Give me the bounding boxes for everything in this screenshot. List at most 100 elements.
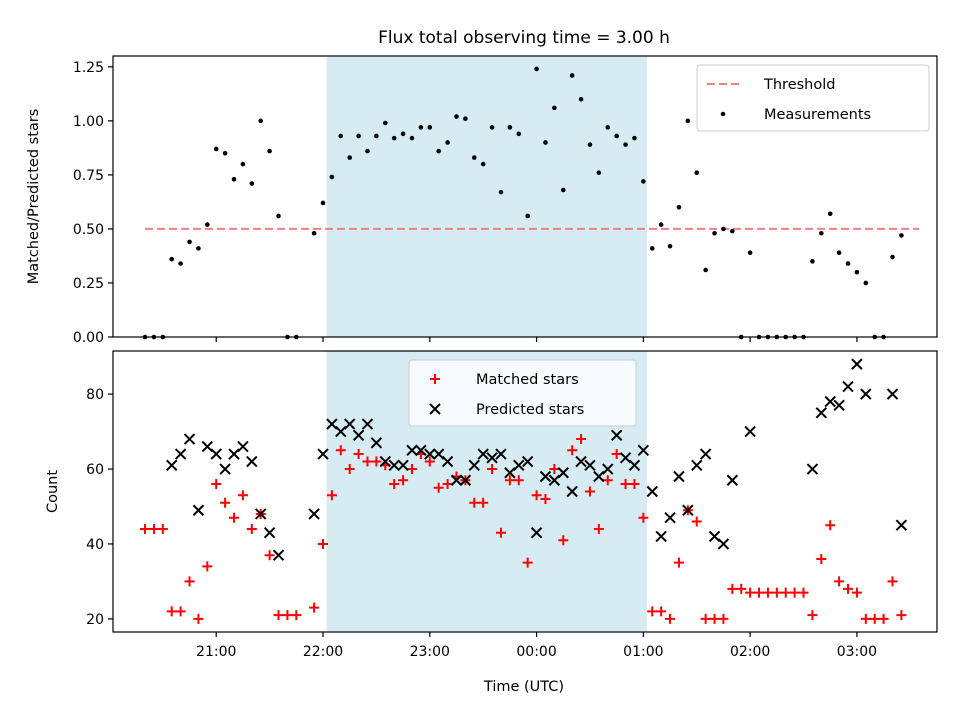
measurement-point xyxy=(382,120,388,126)
measurement-point xyxy=(560,187,566,193)
matched-stars-point xyxy=(754,587,765,598)
measurement-point xyxy=(703,267,708,273)
measurement-point xyxy=(525,213,530,219)
measurement-point xyxy=(596,170,602,176)
matched-stars-point xyxy=(220,497,231,508)
predicted-stars-point xyxy=(673,470,685,483)
plot-frame xyxy=(112,350,938,633)
measurement-point xyxy=(827,211,833,217)
measurement-point xyxy=(276,213,281,219)
predicted-stars-point xyxy=(317,448,329,460)
predicted-stars-point xyxy=(237,440,249,453)
measurement-point xyxy=(649,246,655,251)
measurement-point xyxy=(605,125,611,130)
measurement-point xyxy=(169,256,175,262)
predicted-stars-point xyxy=(851,358,863,370)
matched-stars-point xyxy=(202,561,213,572)
x-axis-label: Time (UTC) xyxy=(483,679,564,695)
matched-stars-point xyxy=(638,512,649,523)
measurement-point xyxy=(454,114,459,119)
measurement-point xyxy=(854,269,860,275)
predicted-stars-point xyxy=(272,549,285,561)
matched-stars-point xyxy=(140,523,151,534)
predicted-stars-point xyxy=(379,455,392,468)
matched-stars-point xyxy=(558,535,569,546)
predicted-stars-point xyxy=(637,444,650,456)
measurement-point xyxy=(498,189,504,195)
matched-stars-point xyxy=(371,456,382,467)
predicted-stars-point xyxy=(352,429,365,442)
matched-stars-point xyxy=(825,520,836,531)
y-tick-label: 0.25 xyxy=(73,276,104,292)
measurement-point xyxy=(347,155,352,160)
predicted-stars-point xyxy=(246,455,258,468)
measurement-point xyxy=(205,222,210,227)
legend-label: Measurements xyxy=(764,107,871,123)
measurement-point xyxy=(569,73,575,78)
measurement-point xyxy=(480,161,486,167)
predicted-stars-point xyxy=(397,459,409,471)
measurement-point xyxy=(249,181,255,186)
y-tick-label: 0.75 xyxy=(73,168,104,184)
predicted-stars-point xyxy=(806,463,819,475)
measurement-point xyxy=(890,254,895,260)
matched-stars-point xyxy=(656,606,667,617)
measurement-point xyxy=(445,140,450,145)
measurement-point xyxy=(534,66,539,72)
predicted-stars-point xyxy=(166,459,178,471)
matched-stars-point xyxy=(531,490,542,501)
matched-stars-point xyxy=(691,516,702,527)
predicted-stars-point xyxy=(308,508,320,520)
predicted-stars-point xyxy=(833,399,845,412)
measurement-point xyxy=(819,230,824,236)
measurement-point xyxy=(365,148,370,154)
y-tick-label: 20 xyxy=(86,612,104,628)
measurement-point xyxy=(845,261,851,266)
matched-stars-point xyxy=(433,482,444,493)
predicted-stars-point xyxy=(192,504,205,516)
predicted-stars-point xyxy=(842,380,854,393)
predicted-stars-point xyxy=(468,459,480,471)
predicted-stars-point xyxy=(726,474,739,486)
matched-stars-point xyxy=(629,479,640,490)
measurement-point xyxy=(418,125,424,130)
matched-stars-point xyxy=(282,610,293,621)
matched-stars-point xyxy=(335,445,346,456)
subplot-counts: 20 40 60 80 Count 21:00 22:00 23:00 00:00 01:00 02… xyxy=(45,350,938,660)
measurement-point xyxy=(409,135,415,141)
matched-stars-point xyxy=(620,479,631,490)
matched-stars-point xyxy=(789,587,800,598)
x-tick-label: 00:00 xyxy=(516,644,556,660)
legend-label: Predicted stars xyxy=(476,402,584,418)
measurement-point xyxy=(311,230,317,236)
matched-stars-point xyxy=(843,583,854,594)
measurement-point xyxy=(489,125,495,130)
measurement-point xyxy=(658,222,664,227)
measurement-point xyxy=(587,142,593,147)
matched-stars-point xyxy=(780,587,791,598)
measurement-point xyxy=(427,125,433,130)
predicted-stars-point xyxy=(886,388,899,400)
x-tick-label: 03:00 xyxy=(837,644,877,660)
matched-stars-point xyxy=(887,576,898,587)
predicted-stars-point xyxy=(183,433,196,445)
matched-stars-point xyxy=(567,445,578,456)
legend-predicted-swatch xyxy=(429,403,441,415)
y-tick-label: 0.00 xyxy=(73,330,104,346)
measurement-point xyxy=(267,148,272,154)
matched-stars-point xyxy=(193,613,204,624)
predicted-stars-point xyxy=(717,538,730,550)
predicted-stars-point xyxy=(406,444,418,456)
measurement-point xyxy=(187,239,192,245)
matched-stars-point xyxy=(762,587,773,598)
matched-stars-point xyxy=(611,449,622,460)
predicted-stars-point xyxy=(370,437,383,449)
matched-stars-point xyxy=(398,475,409,486)
x-tick-label: 21:00 xyxy=(196,644,236,660)
legend-label: Threshold xyxy=(763,77,835,93)
predicted-stars-point xyxy=(539,470,552,483)
legend: Threshold Measurements xyxy=(696,64,930,132)
predicted-stars-point xyxy=(655,530,667,543)
predicted-stars-point xyxy=(477,448,489,460)
y-tick-label: 40 xyxy=(86,537,104,553)
